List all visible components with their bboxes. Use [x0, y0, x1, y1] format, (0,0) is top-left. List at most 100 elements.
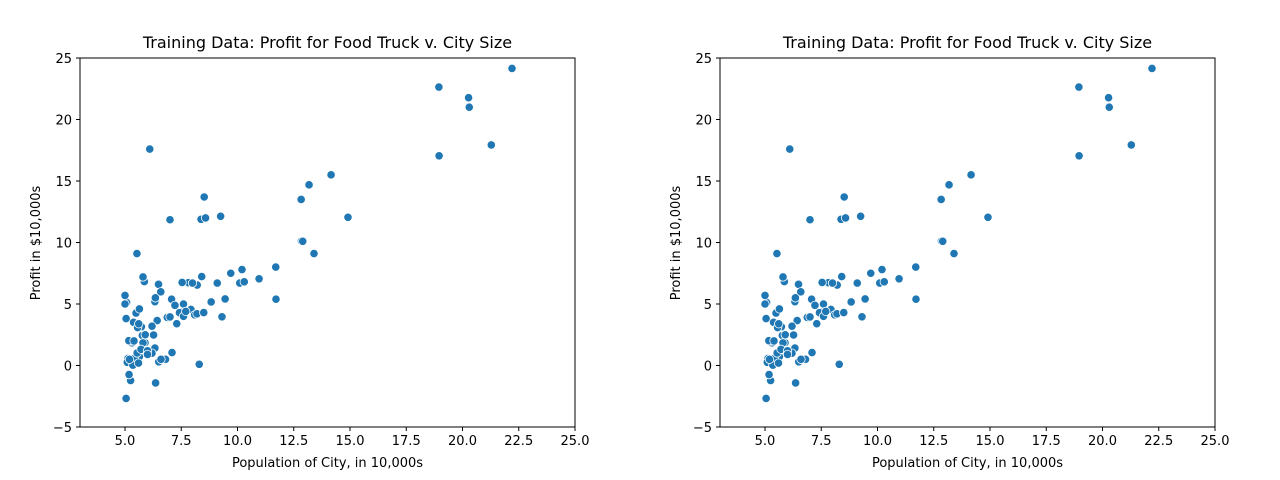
right-data-point-72 — [760, 299, 770, 309]
left-data-point-92 — [309, 248, 319, 259]
right-data-point-97 — [839, 308, 849, 318]
right-data-point-93 — [1104, 102, 1114, 112]
right-x-axis-label: Population of City, in 10,000s — [872, 456, 1063, 471]
left-data-point-70 — [165, 312, 175, 322]
left-data-point-18 — [152, 316, 162, 326]
left-x-tick-label: 20.0 — [448, 434, 477, 449]
left-data-point-96 — [194, 359, 204, 369]
right-y-tick-label: 5 — [704, 298, 712, 313]
left-y-tick-label: 20 — [55, 114, 72, 129]
left-data-point-59 — [220, 294, 230, 304]
right-data-point-60 — [846, 297, 856, 307]
right-data-point-64 — [1074, 151, 1084, 161]
left-data-point-42 — [271, 294, 281, 304]
right-data-point-57 — [774, 304, 785, 314]
right-data-point-29 — [1147, 63, 1157, 74]
left-data-point-94 — [138, 272, 148, 282]
left-data-point-75 — [129, 336, 139, 346]
right-y-tick-label: 0 — [704, 360, 712, 375]
left-data-point-48 — [271, 262, 281, 272]
left-data-point-2 — [199, 192, 209, 202]
left-data-point-90 — [239, 277, 249, 287]
left-x-tick-label: 10.0 — [223, 434, 252, 449]
right-data-point-79 — [773, 358, 784, 368]
right-data-point-70 — [805, 312, 815, 322]
left-data-point-29 — [507, 63, 517, 74]
left-data-point-91 — [298, 236, 308, 246]
left-y-tick-label: 10 — [55, 237, 72, 252]
right-data-point-92 — [949, 248, 959, 259]
right-data-point-100 — [782, 349, 793, 360]
right-x-tick-label: 7.5 — [811, 434, 832, 449]
left-data-point-56 — [148, 330, 159, 340]
right-data-point-7 — [840, 213, 851, 223]
right-data-point-27 — [894, 274, 904, 284]
right-plot-frame — [719, 57, 1216, 428]
right-data-point-3 — [805, 215, 815, 225]
left-data-point-8 — [153, 279, 164, 289]
right-data-point-0 — [785, 144, 795, 154]
right-data-point-50 — [817, 277, 827, 288]
left-data-point-0 — [145, 144, 155, 154]
right-data-point-75 — [769, 336, 779, 346]
left-data-point-11 — [326, 170, 336, 180]
left-data-point-101 — [124, 354, 135, 364]
right-data-point-32 — [856, 211, 866, 221]
left-data-point-67 — [121, 393, 131, 404]
left-data-point-39 — [150, 293, 160, 303]
right-data-point-42 — [911, 294, 921, 304]
left-data-point-97 — [199, 308, 209, 318]
left-data-point-93 — [464, 102, 474, 112]
right-data-point-90 — [879, 277, 889, 287]
left-y-tick-label: 0 — [64, 360, 72, 375]
right-data-point-61 — [764, 370, 774, 380]
right-y-tick-label: 20 — [695, 114, 712, 129]
right-y-axis-label: Profit in $10,000s — [669, 185, 684, 300]
left-ticks: 5.0 7.5 10.0 12.5 15.0 17.5 20.0 22.5 25.0 −5 0 5 10… — [53, 52, 590, 449]
left-data-point-7 — [200, 213, 211, 223]
left-data-point-62 — [486, 140, 496, 150]
right-data-point-55 — [790, 378, 801, 388]
left-data-point-79 — [133, 358, 144, 368]
left-data-point-27 — [254, 274, 264, 284]
left-data-point-86 — [212, 278, 222, 288]
right-data-point-39 — [790, 293, 800, 303]
right-x-tick-label: 17.5 — [1032, 434, 1061, 449]
right-data-point-94 — [778, 272, 788, 282]
right-data-point-84 — [827, 278, 838, 288]
left-data-point-99 — [156, 354, 166, 364]
left-scatter-panel: Training Data: Profit for Food Truck v. … — [29, 33, 589, 471]
left-data-point-72 — [120, 299, 130, 309]
left-data-point-32 — [216, 211, 226, 221]
right-x-tick-label: 15.0 — [976, 434, 1005, 449]
left-data-point-89 — [237, 264, 247, 275]
right-data-point-82 — [812, 319, 822, 329]
right-data-point-76 — [780, 330, 790, 340]
left-x-tick-label: 7.5 — [171, 434, 192, 449]
right-y-tick-label: 10 — [695, 237, 712, 252]
left-data-point-57 — [134, 304, 144, 314]
left-data-point-45 — [167, 347, 177, 358]
left-data-point-65 — [170, 300, 180, 310]
left-y-tick-label: 25 — [55, 52, 72, 67]
right-points — [760, 63, 1157, 404]
right-data-point-2 — [839, 192, 849, 202]
right-x-tick-label: 5.0 — [755, 434, 776, 449]
left-data-point-1 — [132, 248, 142, 259]
left-y-tick-label: 15 — [55, 175, 72, 190]
right-x-tick-label: 25.0 — [1201, 434, 1230, 449]
left-data-point-63 — [343, 212, 353, 222]
right-y-tick-label: 25 — [695, 52, 712, 67]
right-data-point-81 — [787, 321, 797, 331]
right-data-point-25 — [1074, 82, 1084, 92]
left-x-tick-label: 17.5 — [392, 434, 421, 449]
left-chart-title: Training Data: Profit for Food Truck v. … — [142, 33, 512, 52]
right-data-point-28 — [944, 180, 954, 190]
right-x-tick-label: 10.0 — [863, 434, 892, 449]
right-data-point-56 — [788, 330, 799, 340]
right-data-point-101 — [764, 354, 775, 364]
left-data-point-87 — [226, 268, 236, 278]
left-y-tick-label: −5 — [53, 421, 72, 436]
left-data-point-61 — [124, 370, 134, 380]
left-plot-frame — [79, 57, 576, 428]
